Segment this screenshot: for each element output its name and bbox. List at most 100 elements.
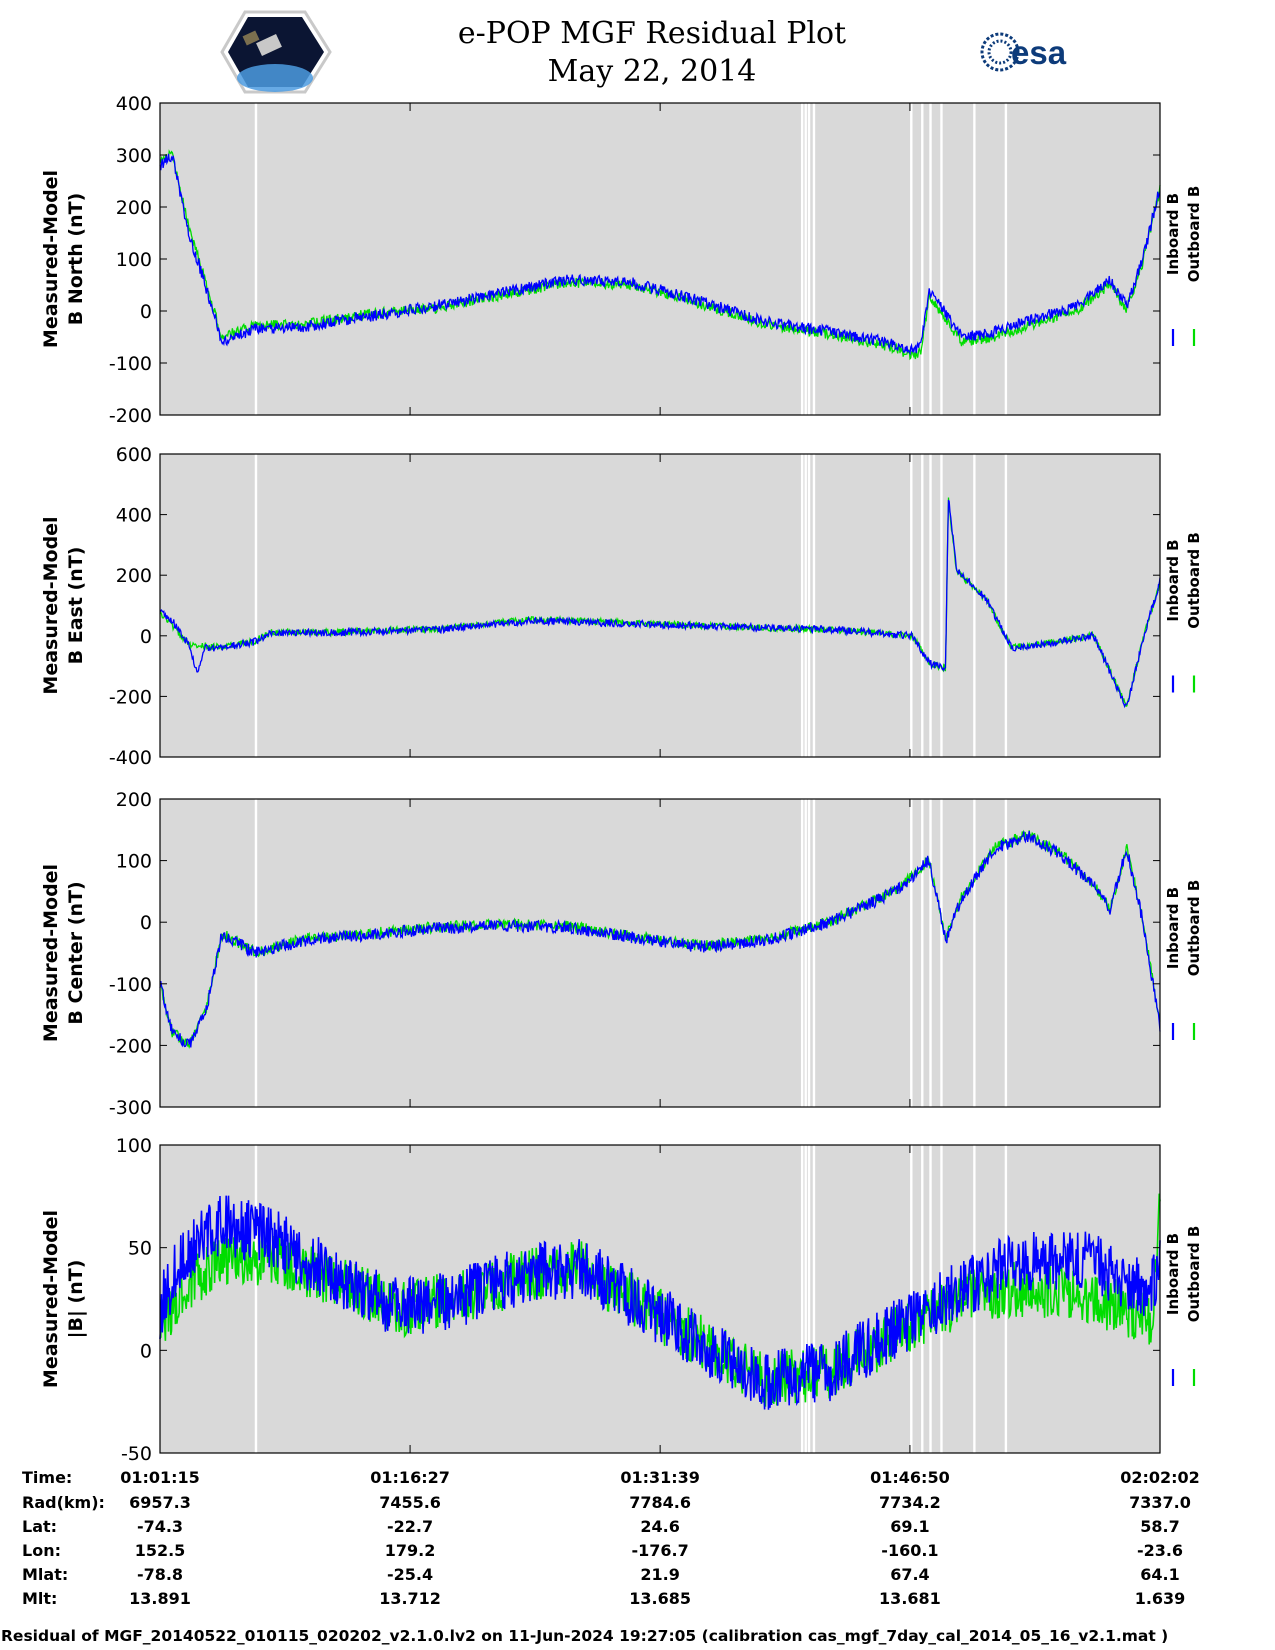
- ephemeris-cell: -78.8: [137, 1565, 183, 1584]
- ephemeris-row-label: Time:: [22, 1468, 72, 1487]
- data-gap-line: [254, 1145, 258, 1453]
- ephemeris-row-label: Rad(km):: [22, 1493, 105, 1512]
- y-tick-label: -200: [109, 1035, 152, 1057]
- y-tick-label: 100: [116, 1135, 152, 1157]
- ephemeris-cell: 7455.6: [379, 1493, 441, 1512]
- y-tick-label: 400: [116, 93, 152, 115]
- data-gap-line: [800, 1145, 804, 1453]
- y-axis-label-line1: Measured-Model: [40, 516, 62, 694]
- ephemeris-cell: 13.685: [629, 1589, 691, 1608]
- y-tick-label: 0: [140, 912, 152, 934]
- ephemeris-cell: 69.1: [890, 1517, 929, 1536]
- plot-area: [160, 103, 1160, 415]
- ephemeris-table: Time: Rad(km): Lat: Lon: Mlat: Mlt: 01:01:15 69…: [22, 1468, 1200, 1608]
- cassiope-logo: [220, 10, 332, 94]
- legend-outboard-label: Outboard B: [1185, 532, 1203, 629]
- y-axis-label-line1: Measured-Model: [40, 170, 62, 348]
- y-axis-label-line2: |B| (nT): [65, 1260, 87, 1339]
- legend: Inboard B Outboard B: [1164, 880, 1203, 1040]
- chart-title: e-POP MGF Residual Plot: [458, 16, 846, 51]
- y-tick-label: 400: [116, 505, 152, 527]
- footer-caption: Residual of MGF_20140522_010115_020202_v…: [1, 1627, 1168, 1645]
- data-gap-line: [804, 454, 807, 757]
- data-gap-line: [812, 799, 816, 1107]
- legend: Inboard B Outboard B: [1164, 1226, 1203, 1386]
- data-gap-line: [921, 103, 924, 415]
- y-axis-label-line1: Measured-Model: [40, 864, 62, 1042]
- data-gap-line: [807, 454, 811, 757]
- ephemeris-cell: 6957.3: [129, 1493, 191, 1512]
- legend: Inboard B Outboard B: [1164, 186, 1203, 346]
- chart-subtitle: May 22, 2014: [548, 54, 757, 89]
- data-gap-line: [910, 454, 913, 757]
- ephemeris-cell: 01:16:27: [370, 1468, 450, 1487]
- data-gap-line: [973, 454, 976, 757]
- esa-logo: esa: [980, 32, 1067, 72]
- ephemeris-cell: 02:02:02: [1120, 1468, 1200, 1487]
- data-gap-line: [910, 799, 913, 1107]
- ephemeris-cell: 01:46:50: [870, 1468, 950, 1487]
- y-tick-label: 100: [116, 249, 152, 271]
- data-gap-line: [807, 103, 811, 415]
- data-gap-line: [973, 103, 976, 415]
- ephemeris-cell: -23.6: [1137, 1541, 1183, 1560]
- data-gap-line: [921, 1145, 924, 1453]
- legend-outboard-label: Outboard B: [1185, 186, 1203, 283]
- y-tick-label: 200: [116, 565, 152, 587]
- y-tick-label: 100: [116, 851, 152, 873]
- ephemeris-cell: 13.712: [379, 1589, 441, 1608]
- y-axis-label-line2: B North (nT): [65, 193, 87, 326]
- ephemeris-cell: -74.3: [137, 1517, 183, 1536]
- data-gap-line: [929, 1145, 932, 1453]
- y-tick-label: -200: [109, 686, 152, 708]
- data-gap-line: [812, 1145, 816, 1453]
- inboard-series-line: [159, 831, 1161, 1048]
- data-gap-line: [812, 103, 816, 415]
- y-tick-label: 0: [140, 626, 152, 648]
- y-tick-label: -100: [109, 353, 152, 375]
- y-tick-label: 50: [128, 1238, 152, 1260]
- legend-outboard-label: Outboard B: [1185, 1226, 1203, 1323]
- data-gap-line: [940, 799, 943, 1107]
- ephemeris-cell: 24.6: [640, 1517, 679, 1536]
- data-gap-line: [800, 103, 804, 415]
- y-tick-label: 200: [116, 197, 152, 219]
- legend: Inboard B Outboard B: [1164, 532, 1203, 693]
- legend-outboard-label: Outboard B: [1185, 880, 1203, 977]
- ephemeris-cell: 58.7: [1140, 1517, 1179, 1536]
- ephemeris-cell: -22.7: [387, 1517, 433, 1536]
- ephemeris-cell: 7784.6: [629, 1493, 691, 1512]
- data-gap-line: [254, 454, 258, 757]
- ephemeris-cell: 01:31:39: [620, 1468, 700, 1487]
- inboard-series-line: [159, 153, 1161, 356]
- data-gap-line: [804, 103, 807, 415]
- data-gap-line: [940, 103, 943, 415]
- y-tick-label: 0: [140, 301, 152, 323]
- ephemeris-cell: 01:01:15: [120, 1468, 200, 1487]
- ephemeris-cell: -176.7: [632, 1541, 689, 1560]
- data-gap-line: [254, 103, 258, 415]
- data-gap-line: [940, 454, 943, 757]
- y-tick-label: 200: [116, 789, 152, 811]
- data-gap-line: [800, 454, 804, 757]
- ephemeris-cell: 13.891: [129, 1589, 191, 1608]
- y-tick-label: 0: [140, 1340, 152, 1362]
- y-tick-label: -200: [109, 405, 152, 427]
- outboard-series-line: [159, 829, 1161, 1050]
- y-axis-label-line2: B Center (nT): [65, 881, 87, 1024]
- data-gap-line: [804, 799, 807, 1107]
- esa-wordmark: esa: [1011, 34, 1067, 71]
- panel-2: 600 400 200 0 -200 -400 Measured-Model B East (…: [40, 444, 1203, 769]
- plot-area: [160, 454, 1160, 757]
- ephemeris-row-label: Mlat:: [22, 1565, 68, 1584]
- data-gap-line: [1004, 799, 1008, 1107]
- data-gap-line: [800, 799, 804, 1107]
- y-tick-label: -50: [121, 1443, 152, 1465]
- panel-4: 100 50 0 -50 Measured-Model |B| (nT) Inboard B…: [40, 1135, 1203, 1465]
- inboard-series-line: [159, 499, 1161, 709]
- legend-inboard-label: Inboard B: [1164, 193, 1182, 275]
- ephemeris-row-label: Lon:: [22, 1541, 61, 1560]
- data-gap-line: [812, 454, 816, 757]
- data-gap-line: [929, 103, 932, 415]
